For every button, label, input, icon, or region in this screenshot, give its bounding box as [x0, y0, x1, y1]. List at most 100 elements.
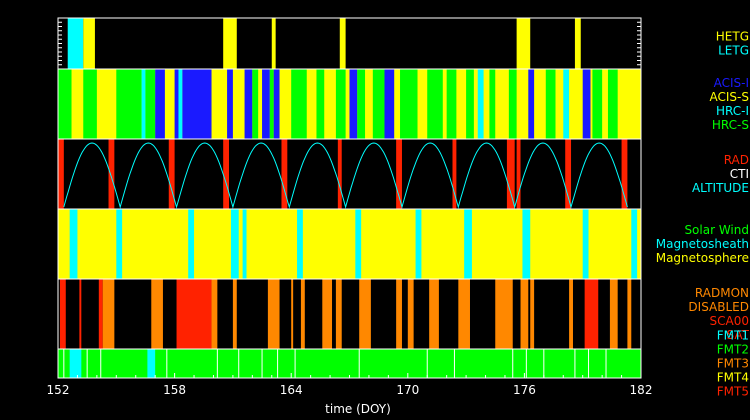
- panel-background: [58, 18, 641, 69]
- interval-bar: [174, 69, 179, 139]
- interval-bar: [176, 279, 212, 349]
- interval-bar: [337, 139, 342, 209]
- interval-bar: [339, 18, 346, 69]
- interval-bar: [355, 209, 362, 279]
- interval-bar: [230, 209, 239, 279]
- x-tick-label: 176: [513, 383, 536, 397]
- panels-layer: [57, 17, 642, 379]
- interval-bar: [67, 18, 84, 69]
- interval-bar: [69, 209, 78, 279]
- x-axis: 152 158 164 170 176 182: [47, 373, 652, 397]
- interval-bar: [357, 69, 366, 139]
- legend-entry: FMT3: [717, 357, 749, 371]
- interval-bar: [464, 209, 472, 279]
- interval-bar: [530, 279, 535, 349]
- interval-bar: [582, 209, 589, 279]
- interval-bar: [232, 279, 237, 349]
- interval-bar: [574, 18, 581, 69]
- interval-bar: [267, 279, 280, 349]
- legend-entry: HRC-I: [716, 104, 749, 118]
- x-tick-label: 158: [163, 383, 186, 397]
- legend-entry: FMT5: [717, 385, 749, 399]
- interval-bar: [116, 209, 123, 279]
- panel-background: [58, 209, 641, 279]
- panel-background: [58, 139, 641, 209]
- interval-bar: [79, 279, 82, 349]
- panel-region: [57, 208, 642, 280]
- interval-bar: [291, 279, 294, 349]
- interval-bar: [211, 279, 218, 349]
- interval-bar: [565, 139, 572, 209]
- interval-bar: [291, 69, 307, 139]
- legend-entry: FMT4: [717, 371, 749, 385]
- legend-entry: ACIS-I: [714, 76, 749, 90]
- legend-entry: ACIS-S: [710, 90, 749, 104]
- panel-background: [58, 279, 641, 349]
- interval-bar: [151, 279, 163, 349]
- interval-bar: [252, 69, 259, 139]
- interval-bar: [592, 69, 603, 139]
- interval-bar: [506, 139, 515, 209]
- panel-grating: [57, 17, 642, 70]
- interval-bar: [83, 18, 95, 69]
- interval-bar: [607, 69, 618, 139]
- panel-format: [57, 348, 642, 379]
- x-tick-label: 164: [280, 383, 303, 397]
- interval-bar: [69, 349, 82, 378]
- interval-bar: [273, 69, 280, 139]
- interval-bar: [627, 279, 632, 349]
- interval-bar: [477, 69, 484, 139]
- legend-entry: HETG: [716, 30, 749, 44]
- panel-background: [58, 349, 641, 378]
- interval-bar: [335, 69, 346, 139]
- interval-bar: [508, 69, 517, 139]
- legend-entry: Magnetosphere: [656, 251, 749, 265]
- interval-bar: [147, 349, 156, 378]
- interval-bar: [297, 209, 303, 279]
- legend-entry: ALTITUDE: [692, 181, 749, 195]
- interval-bar: [322, 279, 333, 349]
- interval-bar: [349, 69, 358, 139]
- interval-bar: [108, 139, 115, 209]
- interval-bar: [141, 69, 146, 139]
- interval-bar: [522, 209, 531, 279]
- interval-bar: [227, 69, 233, 139]
- interval-bar: [188, 209, 195, 279]
- interval-bar: [545, 69, 556, 139]
- legend-entry: RAD: [724, 153, 749, 167]
- interval-bar: [516, 139, 521, 209]
- interval-bar: [396, 279, 402, 349]
- interval-bar: [98, 279, 103, 349]
- interval-bar: [429, 279, 439, 349]
- x-axis-label: time (DOY): [325, 402, 391, 416]
- interval-bar: [58, 69, 72, 139]
- interval-bar: [427, 69, 443, 139]
- interval-bar: [300, 279, 305, 349]
- interval-bar: [495, 279, 513, 349]
- legend-entry: HRC-S: [712, 118, 749, 132]
- interval-bar: [102, 279, 115, 349]
- legend-entry: CTI: [730, 167, 749, 181]
- x-tick-label: 152: [47, 383, 70, 397]
- legend-entry: Solar Wind: [684, 223, 749, 237]
- interval-bar: [58, 139, 64, 209]
- legend-entry: Magnetosheath: [656, 237, 749, 251]
- interval-bar: [335, 279, 342, 349]
- interval-bar: [359, 279, 371, 349]
- interval-bar: [466, 69, 474, 139]
- interval-bar: [372, 69, 385, 139]
- interval-bar: [155, 69, 165, 139]
- interval-bar: [609, 279, 618, 349]
- interval-bar: [528, 69, 535, 139]
- legend-entry: FMT2: [717, 343, 749, 357]
- interval-bar: [446, 69, 457, 139]
- interval-bar: [145, 69, 156, 139]
- interval-bar: [516, 18, 531, 69]
- interval-bar: [269, 69, 274, 139]
- interval-bar: [281, 139, 288, 209]
- interval-bar: [182, 69, 212, 139]
- legend-entry: LETG: [718, 44, 749, 58]
- interval-bar: [59, 279, 66, 349]
- interval-bar: [384, 69, 395, 139]
